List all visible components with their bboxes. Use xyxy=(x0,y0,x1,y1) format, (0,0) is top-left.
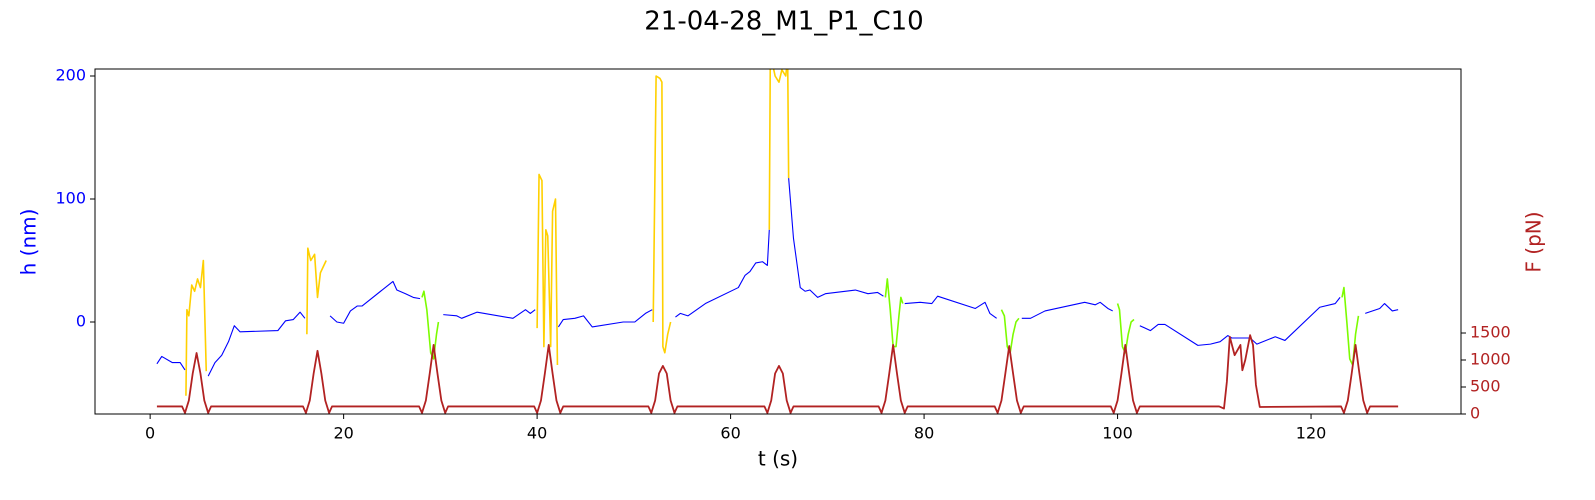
data-line xyxy=(156,334,1399,414)
plot-frame xyxy=(94,68,1462,415)
data-line xyxy=(185,69,790,396)
x-tick-label: 20 xyxy=(333,424,353,443)
x-axis-label: t (s) xyxy=(758,447,798,471)
y2-tick-label: 500 xyxy=(1470,377,1501,396)
y-axis-label: h (nm) xyxy=(17,209,41,276)
x-tick-label: 40 xyxy=(527,424,547,443)
y-tick-label: 0 xyxy=(76,312,86,331)
x-tick-label: 0 xyxy=(145,424,155,443)
plot-area xyxy=(156,69,1399,414)
x-tick-label: 100 xyxy=(1102,424,1133,443)
y2-tick-label: 0 xyxy=(1470,404,1480,423)
data-line xyxy=(156,178,1399,377)
y-tick-label: 100 xyxy=(55,189,86,208)
x-tick-label: 120 xyxy=(1296,424,1327,443)
chart-title: 21-04-28_M1_P1_C10 xyxy=(644,7,923,37)
y2-tick-label: 1500 xyxy=(1470,323,1511,342)
data-line xyxy=(421,278,1360,366)
y2-tick-label: 1000 xyxy=(1470,350,1511,369)
y-tick-label: 200 xyxy=(55,66,86,85)
x-tick-label: 60 xyxy=(720,424,740,443)
x-tick-label: 80 xyxy=(914,424,934,443)
y2-axis-label: F (pN) xyxy=(1522,211,1546,272)
